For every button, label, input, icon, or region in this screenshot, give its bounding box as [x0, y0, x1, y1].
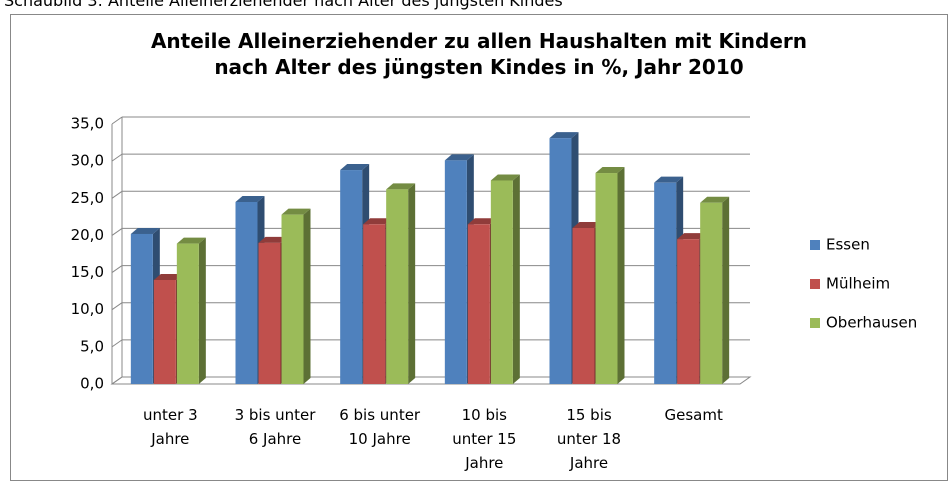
bar-top: [340, 164, 370, 171]
bar: [130, 233, 153, 384]
grid-line-side: [111, 339, 123, 348]
legend-label: Oberhausen: [826, 314, 917, 332]
bar: [467, 224, 490, 384]
bar-side: [408, 183, 416, 384]
x-tick-label: 10 bis unter 15 Jahre: [452, 406, 517, 472]
bar: [258, 242, 281, 384]
bar: [572, 228, 595, 384]
y-tick-label: 0,0: [80, 375, 104, 393]
bar: [490, 180, 513, 384]
bar-top: [444, 154, 474, 161]
bar-side: [722, 196, 730, 384]
bar: [700, 202, 723, 384]
x-tick-label: unter 3 Jahre: [143, 406, 198, 448]
bar-top: [654, 176, 684, 183]
y-tick-label: 20,0: [71, 226, 104, 244]
bar-top: [235, 196, 265, 202]
x-tick-label: 15 bis unter 18 Jahre: [556, 406, 622, 472]
bar-side: [617, 167, 625, 384]
bar-top: [700, 196, 730, 203]
bar: [549, 138, 572, 384]
bar-side: [303, 208, 311, 384]
bar-top: [572, 222, 602, 228]
bar: [386, 189, 409, 384]
bar-top: [153, 274, 183, 280]
grid-line-side: [111, 190, 123, 199]
y-tick-label: 30,0: [71, 152, 104, 170]
bar: [363, 224, 386, 384]
y-tick-label: 5,0: [80, 337, 104, 355]
bar-top: [363, 218, 393, 225]
bar-top: [595, 167, 625, 174]
grid-line-side: [111, 153, 123, 162]
x-tick-label: 3 bis unter 6 Jahre: [234, 406, 316, 448]
bar-top: [386, 183, 416, 190]
y-tick-label: 25,0: [71, 189, 104, 207]
grid-line-side: [111, 302, 123, 311]
bar-top: [281, 208, 311, 215]
bar-side: [198, 237, 206, 384]
bar: [235, 202, 258, 384]
bar: [444, 160, 467, 384]
bar-top: [258, 236, 288, 243]
bar-top: [130, 227, 160, 234]
y-tick-label: 15,0: [71, 263, 104, 281]
bar-top: [176, 237, 206, 244]
bar: [595, 173, 618, 384]
legend-swatch: [810, 318, 820, 328]
bar: [176, 243, 199, 384]
x-tick-label: 6 bis unter 10 Jahre: [339, 406, 421, 448]
bar-top: [490, 174, 520, 181]
chart-title: Anteile Alleinerziehender zu allen Haush…: [150, 29, 808, 79]
grid-line-side: [111, 116, 123, 125]
legend-label: Mülheim: [826, 275, 890, 293]
bar: [153, 280, 176, 384]
bar: [340, 170, 363, 384]
bar: [677, 239, 700, 384]
legend-swatch: [810, 279, 820, 289]
x-tick-label: Gesamt: [664, 406, 723, 424]
bar-top: [677, 233, 707, 240]
bar: [281, 214, 304, 384]
bar-side: [512, 174, 520, 384]
bar-top: [467, 218, 497, 225]
grid-line-side: [111, 265, 123, 273]
bar-top: [549, 132, 579, 139]
legend-swatch: [810, 240, 820, 250]
y-tick-label: 35,0: [71, 115, 104, 133]
legend-label: Essen: [826, 236, 870, 254]
grid-line-side: [111, 376, 123, 385]
y-tick-label: 10,0: [71, 300, 104, 318]
grid-line-side: [111, 228, 123, 236]
bar: [654, 182, 677, 384]
caption: Schaubild 3: Anteile Alleinerziehender n…: [4, 0, 563, 10]
